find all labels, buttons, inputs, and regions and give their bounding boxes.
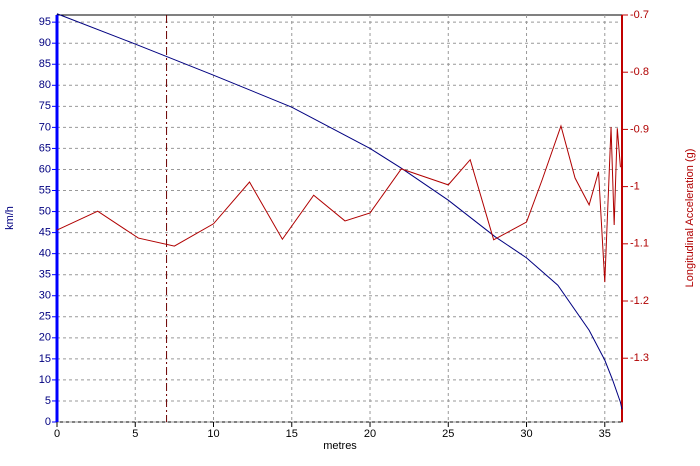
y-tick-label: 65	[39, 142, 51, 154]
y-tick-label: 70	[39, 121, 51, 133]
y2-tick-label: -0.8	[630, 66, 649, 78]
y-tick-label: 80	[39, 79, 51, 91]
y2-tick-label: -1.1	[630, 238, 649, 250]
y-axis-label: km/h	[4, 206, 16, 230]
y-tick-label: 60	[39, 163, 51, 175]
y-tick-label: 40	[39, 248, 51, 260]
x-tick-label: 35	[599, 428, 611, 440]
y-tick-label: 0	[45, 416, 51, 428]
x-tick-label: 30	[520, 428, 532, 440]
y-tick-label: 95	[39, 16, 51, 28]
data-line	[56, 124, 621, 283]
x-tick-label: 10	[207, 428, 219, 440]
y2-tick-label: -1	[630, 181, 640, 193]
y-tick-label: 55	[39, 184, 51, 196]
y-tick-label: 5	[45, 395, 51, 407]
x-tick-label: 25	[442, 428, 454, 440]
x-tick-label: 20	[364, 428, 376, 440]
y2-tick-label: -0.9	[630, 123, 649, 135]
y-tick-label: 20	[39, 332, 51, 344]
y-tick-label: 75	[39, 100, 51, 112]
x-tick-label: 0	[54, 428, 60, 440]
y-tick-label: 10	[39, 374, 51, 386]
x-tick-label: 5	[132, 428, 138, 440]
x-axis-label: metres	[323, 440, 357, 452]
y-tick-label: 90	[39, 37, 51, 49]
y-tick-label: 15	[39, 353, 51, 365]
y-tick-label: 25	[39, 311, 51, 323]
x-tick-label: 15	[286, 428, 298, 440]
y2-axis-label: Longitudinal Acceleration (g)	[684, 149, 696, 288]
y2-tick-label: -1.3	[630, 352, 649, 364]
y2-tick-label: -1.2	[630, 295, 649, 307]
plot-area	[56, 14, 623, 423]
y-tick-label: 85	[39, 58, 51, 70]
y-tick-label: 30	[39, 290, 51, 302]
y2-tick-label: -0.7	[630, 9, 649, 21]
y-tick-label: 50	[39, 205, 51, 217]
data-line	[56, 13, 623, 410]
y-tick-label: 35	[39, 269, 51, 281]
y-tick-label: 45	[39, 227, 51, 239]
